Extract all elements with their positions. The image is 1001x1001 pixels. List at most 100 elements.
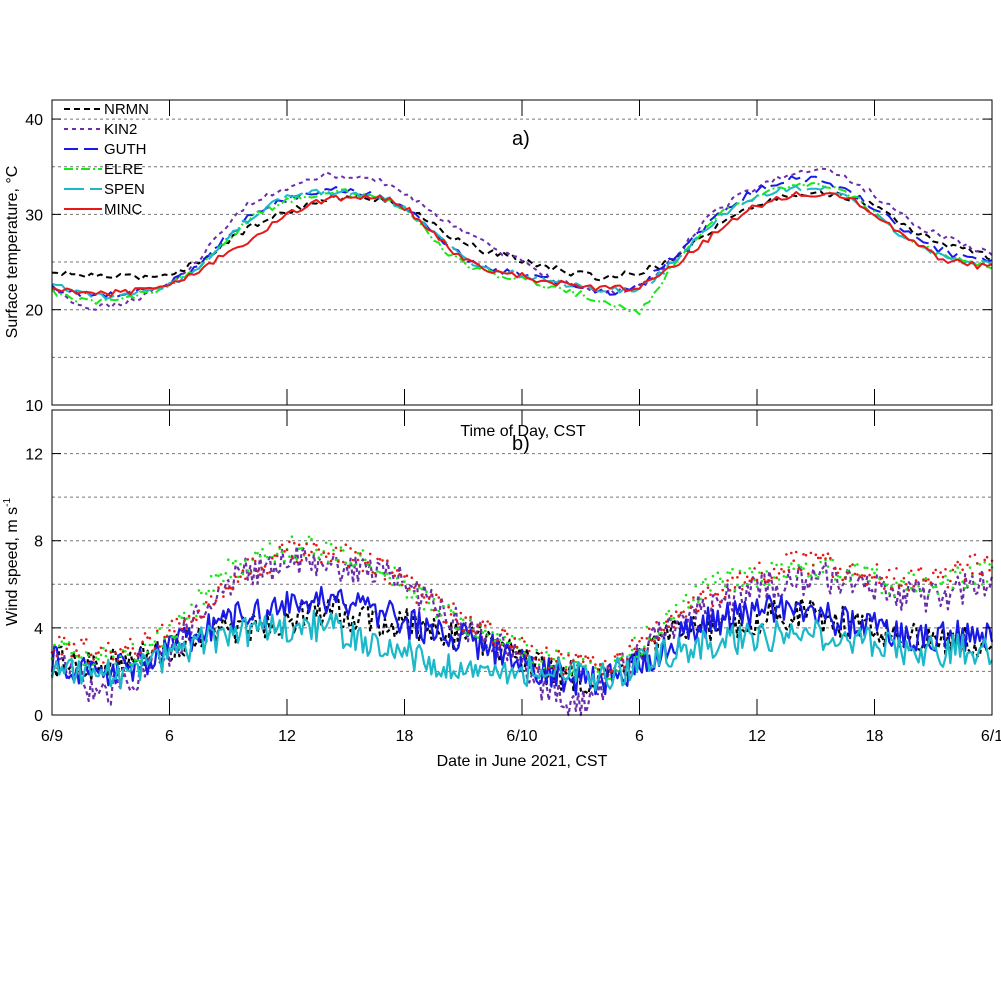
wind-point-elre bbox=[381, 572, 384, 575]
temperature-ytick-label: 20 bbox=[25, 303, 43, 320]
wind-point-elre bbox=[885, 583, 888, 587]
wind-point-elre bbox=[890, 584, 893, 587]
wind-point-elre bbox=[82, 663, 86, 667]
wind-y-axis-label-superscript: -1 bbox=[2, 498, 13, 507]
wind-point-minc bbox=[572, 659, 575, 663]
wind-point-minc bbox=[870, 576, 874, 579]
wind-point-elre bbox=[946, 578, 950, 582]
wind-point-elre bbox=[704, 578, 707, 581]
wind-point-minc bbox=[275, 554, 279, 558]
wind-point-elre bbox=[743, 571, 747, 575]
wind-point-elre bbox=[535, 648, 538, 652]
wind-point-minc bbox=[758, 561, 761, 565]
wind-point-elre bbox=[838, 575, 842, 579]
wind-point-elre bbox=[873, 571, 876, 575]
wind-point-elre bbox=[905, 588, 908, 591]
wind-point-minc bbox=[334, 546, 338, 550]
wind-point-minc bbox=[75, 649, 78, 652]
wind-point-elre bbox=[447, 603, 450, 607]
wind-point-minc bbox=[672, 625, 676, 629]
wind-point-elre bbox=[151, 643, 154, 647]
wind-point-minc bbox=[985, 555, 989, 559]
wind-point-elre bbox=[417, 586, 421, 589]
wind-point-elre bbox=[173, 636, 176, 639]
wind-point-minc bbox=[476, 624, 480, 627]
wind-point-minc bbox=[484, 624, 487, 627]
wind-point-minc bbox=[462, 629, 465, 632]
wind-point-minc bbox=[452, 602, 455, 605]
wind-point-elre bbox=[794, 574, 798, 578]
wind-point-elre bbox=[143, 643, 147, 647]
wind-point-elre bbox=[148, 643, 152, 647]
wind-point-minc bbox=[834, 567, 837, 570]
wind-point-elre bbox=[787, 566, 791, 569]
wind-point-elre bbox=[410, 596, 414, 599]
wind-point-minc bbox=[743, 581, 747, 584]
wind-point-minc bbox=[457, 622, 460, 626]
wind-point-minc bbox=[94, 652, 98, 655]
wind-point-minc bbox=[596, 667, 600, 671]
wind-point-elre bbox=[711, 574, 715, 578]
wind-point-elre bbox=[932, 586, 935, 589]
wind-point-elre bbox=[241, 572, 245, 575]
wind-point-elre bbox=[310, 537, 313, 541]
wind-point-minc bbox=[227, 587, 230, 590]
wind-point-minc bbox=[300, 558, 304, 562]
wind-point-minc bbox=[290, 556, 294, 559]
wind-point-elre bbox=[253, 551, 257, 555]
wind-point-elre bbox=[697, 600, 700, 604]
wind-point-elre bbox=[694, 584, 698, 588]
wind-point-elre bbox=[58, 644, 61, 647]
wind-point-minc bbox=[606, 666, 609, 669]
wind-point-elre bbox=[550, 665, 553, 668]
wind-point-elre bbox=[300, 546, 304, 550]
wind-point-elre bbox=[912, 573, 915, 576]
wind-point-minc bbox=[968, 555, 972, 558]
wind-point-elre bbox=[667, 609, 671, 613]
wind-point-minc bbox=[346, 564, 350, 568]
wind-point-minc bbox=[721, 588, 724, 592]
wind-point-elre bbox=[290, 535, 294, 538]
wind-point-elre bbox=[863, 566, 866, 569]
wind-point-minc bbox=[626, 657, 629, 661]
wind-point-elre bbox=[723, 584, 727, 588]
wind-point-minc bbox=[219, 583, 223, 586]
wind-point-elre bbox=[158, 627, 161, 630]
wind-point-elre bbox=[939, 582, 942, 585]
wind-point-minc bbox=[557, 650, 560, 653]
wind-point-elre bbox=[295, 557, 299, 561]
wind-point-minc bbox=[980, 573, 984, 576]
wind-point-minc bbox=[160, 623, 164, 627]
wind-point-elre bbox=[219, 573, 223, 576]
wind-point-minc bbox=[569, 662, 573, 665]
wind-point-elre bbox=[643, 645, 646, 648]
wind-point-minc bbox=[324, 555, 328, 558]
wind-point-elre bbox=[459, 617, 463, 621]
wind-point-minc bbox=[846, 572, 849, 575]
wind-point-minc bbox=[594, 663, 597, 666]
wind-point-elre bbox=[200, 591, 203, 595]
wind-point-elre bbox=[736, 583, 739, 587]
wind-point-elre bbox=[312, 552, 316, 555]
wind-point-minc bbox=[168, 629, 171, 632]
wind-point-elre bbox=[53, 643, 56, 647]
wind-point-minc bbox=[697, 609, 700, 613]
wind-point-elre bbox=[266, 555, 269, 559]
wind-point-minc bbox=[976, 562, 979, 565]
wind-point-elre bbox=[368, 565, 372, 569]
wind-point-elre bbox=[102, 646, 105, 650]
wind-point-minc bbox=[371, 571, 375, 574]
wind-point-elre bbox=[420, 587, 423, 591]
wind-point-elre bbox=[674, 603, 678, 607]
wind-point-minc bbox=[613, 655, 617, 658]
wind-point-minc bbox=[831, 575, 835, 578]
wind-point-minc bbox=[741, 588, 744, 591]
wind-point-elre bbox=[462, 618, 465, 622]
wind-point-minc bbox=[180, 627, 183, 631]
wind-point-elre bbox=[129, 663, 132, 666]
wind-point-minc bbox=[124, 645, 127, 649]
wind-point-minc bbox=[285, 548, 289, 552]
wind-point-minc bbox=[114, 651, 117, 655]
wind-point-elre bbox=[895, 581, 898, 585]
wind-point-elre bbox=[405, 596, 409, 599]
